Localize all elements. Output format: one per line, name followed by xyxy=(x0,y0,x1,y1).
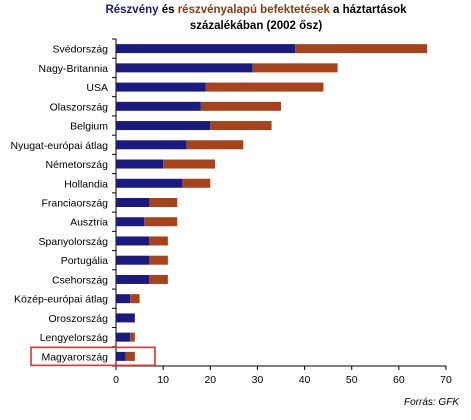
bar-segment xyxy=(116,159,164,169)
category-label: Franciaország xyxy=(41,198,108,210)
category-label: Németország xyxy=(46,159,109,171)
bar-segment xyxy=(116,313,135,323)
category-label: Nagy-Britannia xyxy=(39,63,109,75)
bar-segment xyxy=(205,82,324,92)
category-label: Svédország xyxy=(53,44,109,56)
bar-segment xyxy=(125,351,135,361)
bar-segment xyxy=(295,44,428,54)
title-part-and: és xyxy=(158,4,178,16)
bar-segment xyxy=(116,178,182,188)
category-label: Közép-európai átlag xyxy=(14,294,108,306)
category-label: USA xyxy=(86,82,108,94)
bar-segment xyxy=(200,101,281,111)
bar-segment xyxy=(210,121,272,131)
bar-segment xyxy=(116,121,211,131)
category-label: Portugália xyxy=(61,255,108,267)
x-tick-label: 0 xyxy=(113,374,119,386)
x-tick-label: 50 xyxy=(346,374,358,386)
bar-segment xyxy=(144,217,178,227)
category-label: Csehország xyxy=(52,274,108,286)
bar-segment xyxy=(116,351,126,361)
category-label: Spanyolország xyxy=(39,236,109,248)
bar-segment xyxy=(116,44,296,54)
title-part-households: a háztartások xyxy=(329,4,407,16)
title-line-2: százalékában (2002 ősz) xyxy=(189,20,323,32)
bar-segment xyxy=(163,159,215,169)
title-part-shares: Részvény xyxy=(105,4,159,16)
bar-segment xyxy=(149,274,168,284)
category-label: Belgium xyxy=(70,121,108,133)
category-label: Oroszország xyxy=(48,313,108,325)
bar-segment xyxy=(116,198,149,207)
bar-segment xyxy=(149,198,178,207)
bar-segment xyxy=(116,140,187,150)
bar-segment xyxy=(116,101,201,111)
category-label: Ausztria xyxy=(70,217,108,229)
bar-segment xyxy=(116,255,149,265)
bar-segment xyxy=(116,274,149,284)
x-tick-label: 10 xyxy=(157,374,169,386)
highlight-box xyxy=(30,346,156,367)
x-tick-label: 60 xyxy=(393,374,405,386)
bar-segment xyxy=(182,178,211,188)
bar-segment xyxy=(116,294,131,304)
bar-segment xyxy=(116,63,253,73)
category-label: Hollandia xyxy=(64,178,108,190)
category-label: Olaszország xyxy=(50,101,109,113)
bar-segment xyxy=(186,140,244,150)
bar-segment xyxy=(130,332,135,342)
x-tick-label: 30 xyxy=(252,374,264,386)
chart-title: Részvény és részvényalapú befektetések a… xyxy=(40,2,471,34)
title-part-fund-investments: részvényalapú befektetések xyxy=(177,4,330,16)
bar-segment xyxy=(116,332,131,342)
bar-segment xyxy=(116,217,145,227)
bar-segment xyxy=(116,236,149,246)
bar-segment xyxy=(149,236,168,246)
x-tick-label: 70 xyxy=(440,374,452,386)
bar-segment xyxy=(130,294,140,304)
category-label: Magyarország xyxy=(41,351,108,363)
bar-segment xyxy=(149,255,168,265)
category-label: Lengyelország xyxy=(40,332,108,344)
x-tick-label: 40 xyxy=(299,374,311,386)
x-tick-label: 20 xyxy=(204,374,216,386)
source-note: Forrás: GFK xyxy=(403,397,459,408)
bar-segment xyxy=(252,63,338,73)
category-label: Nyugat-európai átlag xyxy=(11,140,109,152)
bar-segment xyxy=(116,82,206,92)
